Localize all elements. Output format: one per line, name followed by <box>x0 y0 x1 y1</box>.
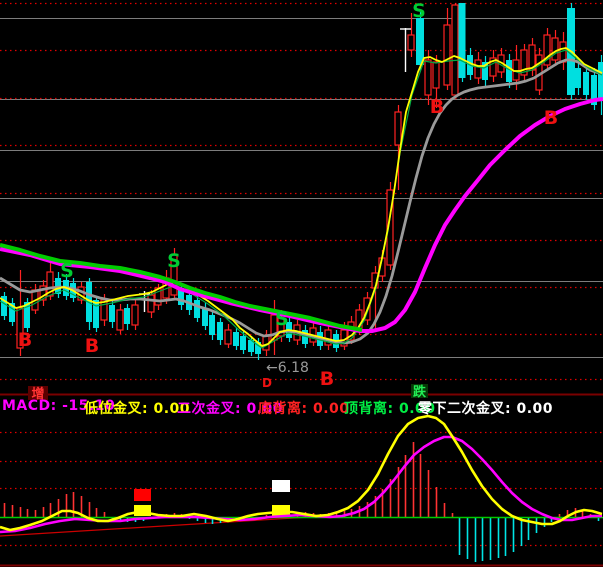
candle-body-down <box>575 68 581 88</box>
signal-markers: S S S S B B B B B D 增 跌 ←6.18 <box>18 0 558 402</box>
candle-body-down <box>194 300 200 318</box>
candle-body-down <box>598 62 603 100</box>
flag-text: 跌 <box>413 384 427 400</box>
candle-body-up <box>394 111 402 146</box>
macd-signal-block <box>134 489 151 501</box>
candle-body-down <box>255 342 261 354</box>
candle-body-down <box>202 308 208 326</box>
signal-letter-B: B <box>430 96 444 118</box>
candle-body-up <box>46 271 54 297</box>
candlesticks <box>1 3 603 360</box>
macd-signal-block <box>272 505 290 516</box>
signal-letter-S: S <box>60 260 74 282</box>
candle-body-down <box>93 300 99 328</box>
candle-body-up <box>520 49 528 76</box>
flag-box <box>411 384 428 398</box>
candle-body-down <box>240 336 246 350</box>
candle-body-down <box>583 72 589 95</box>
candle-body-down <box>416 18 424 65</box>
signal-letter-B: B <box>85 335 99 357</box>
candle-body-up <box>432 61 440 89</box>
candle-body-up <box>270 314 278 341</box>
ma-yellow-line <box>0 47 603 347</box>
candle-body-down <box>178 288 184 305</box>
macd-indicator-text-row: MACD: -15.10 低位金叉: 0.00 二次金叉: 0.00 底背离: … <box>0 397 603 417</box>
candle-body-down <box>24 302 30 328</box>
candle-body-up <box>277 317 285 337</box>
candle-body-up <box>489 57 497 77</box>
macd-dif-line <box>0 414 603 532</box>
candle-body-down <box>591 75 597 105</box>
candle-body-down <box>217 322 223 340</box>
candle-body-up <box>551 37 559 61</box>
candle-body-down <box>1 296 7 316</box>
candle-body-up <box>407 34 415 51</box>
macd-signal-block <box>134 505 151 516</box>
signal-letter-B: B <box>544 107 558 129</box>
candle-body-down <box>248 340 254 352</box>
macd-value: MACD: -15.10 <box>2 398 116 414</box>
macd-signal-block <box>272 480 290 492</box>
flag-box <box>28 386 48 400</box>
candle-body-down <box>506 60 512 82</box>
moving-average-lines <box>0 47 603 349</box>
candle-body-up <box>543 34 551 66</box>
ma-green-thick-line <box>0 243 363 332</box>
bottom-divergence-value: 底背离: 0.00 <box>258 401 350 417</box>
top-divergence-value: 顶背离: 0.00 <box>344 401 436 417</box>
signal-letter-S: S <box>167 250 181 272</box>
candle-body-down <box>302 330 308 344</box>
lowest-price-tag: ←6.18 <box>266 360 309 376</box>
second-golden-cross-value: 二次金叉: 0.00 <box>177 401 284 417</box>
low-golden-cross-value: 低位金叉: 0.00 <box>84 401 191 417</box>
macd-panel <box>0 414 603 562</box>
macd-trendline <box>0 516 311 537</box>
below-zero-second-cross-value: 零下二次金叉: 0.00 <box>418 401 554 417</box>
candle-body-up <box>147 294 155 313</box>
candle-body-up <box>443 24 451 86</box>
candle-body-up <box>451 4 459 96</box>
candle-body-up <box>131 304 139 326</box>
candle-body-up <box>170 254 178 296</box>
candle-body-up <box>39 285 47 301</box>
candle-body-down <box>209 315 215 335</box>
candle-body-up <box>116 309 124 331</box>
candle-body-down <box>233 332 239 346</box>
signal-letter-D: D <box>262 376 272 390</box>
candle-body-down <box>109 305 115 322</box>
signal-letter-S: S <box>412 0 426 22</box>
flag-text: 增 <box>31 386 44 402</box>
macd-dea-line <box>0 435 602 534</box>
candle-body-up <box>16 307 24 349</box>
candle-body-up <box>224 329 232 345</box>
candle-body-down <box>482 62 488 80</box>
candle-body-down <box>124 308 130 324</box>
signal-letter-B: B <box>320 368 334 390</box>
candle-body-down <box>458 3 466 78</box>
candle-body-down <box>9 303 15 322</box>
ma-magenta-line <box>0 97 603 333</box>
candle-body-up <box>474 59 482 79</box>
signal-letter-B: B <box>18 329 32 351</box>
candle-body-up <box>424 59 432 96</box>
candle-body-up <box>386 189 394 266</box>
signal-letter-S: S <box>275 308 289 330</box>
